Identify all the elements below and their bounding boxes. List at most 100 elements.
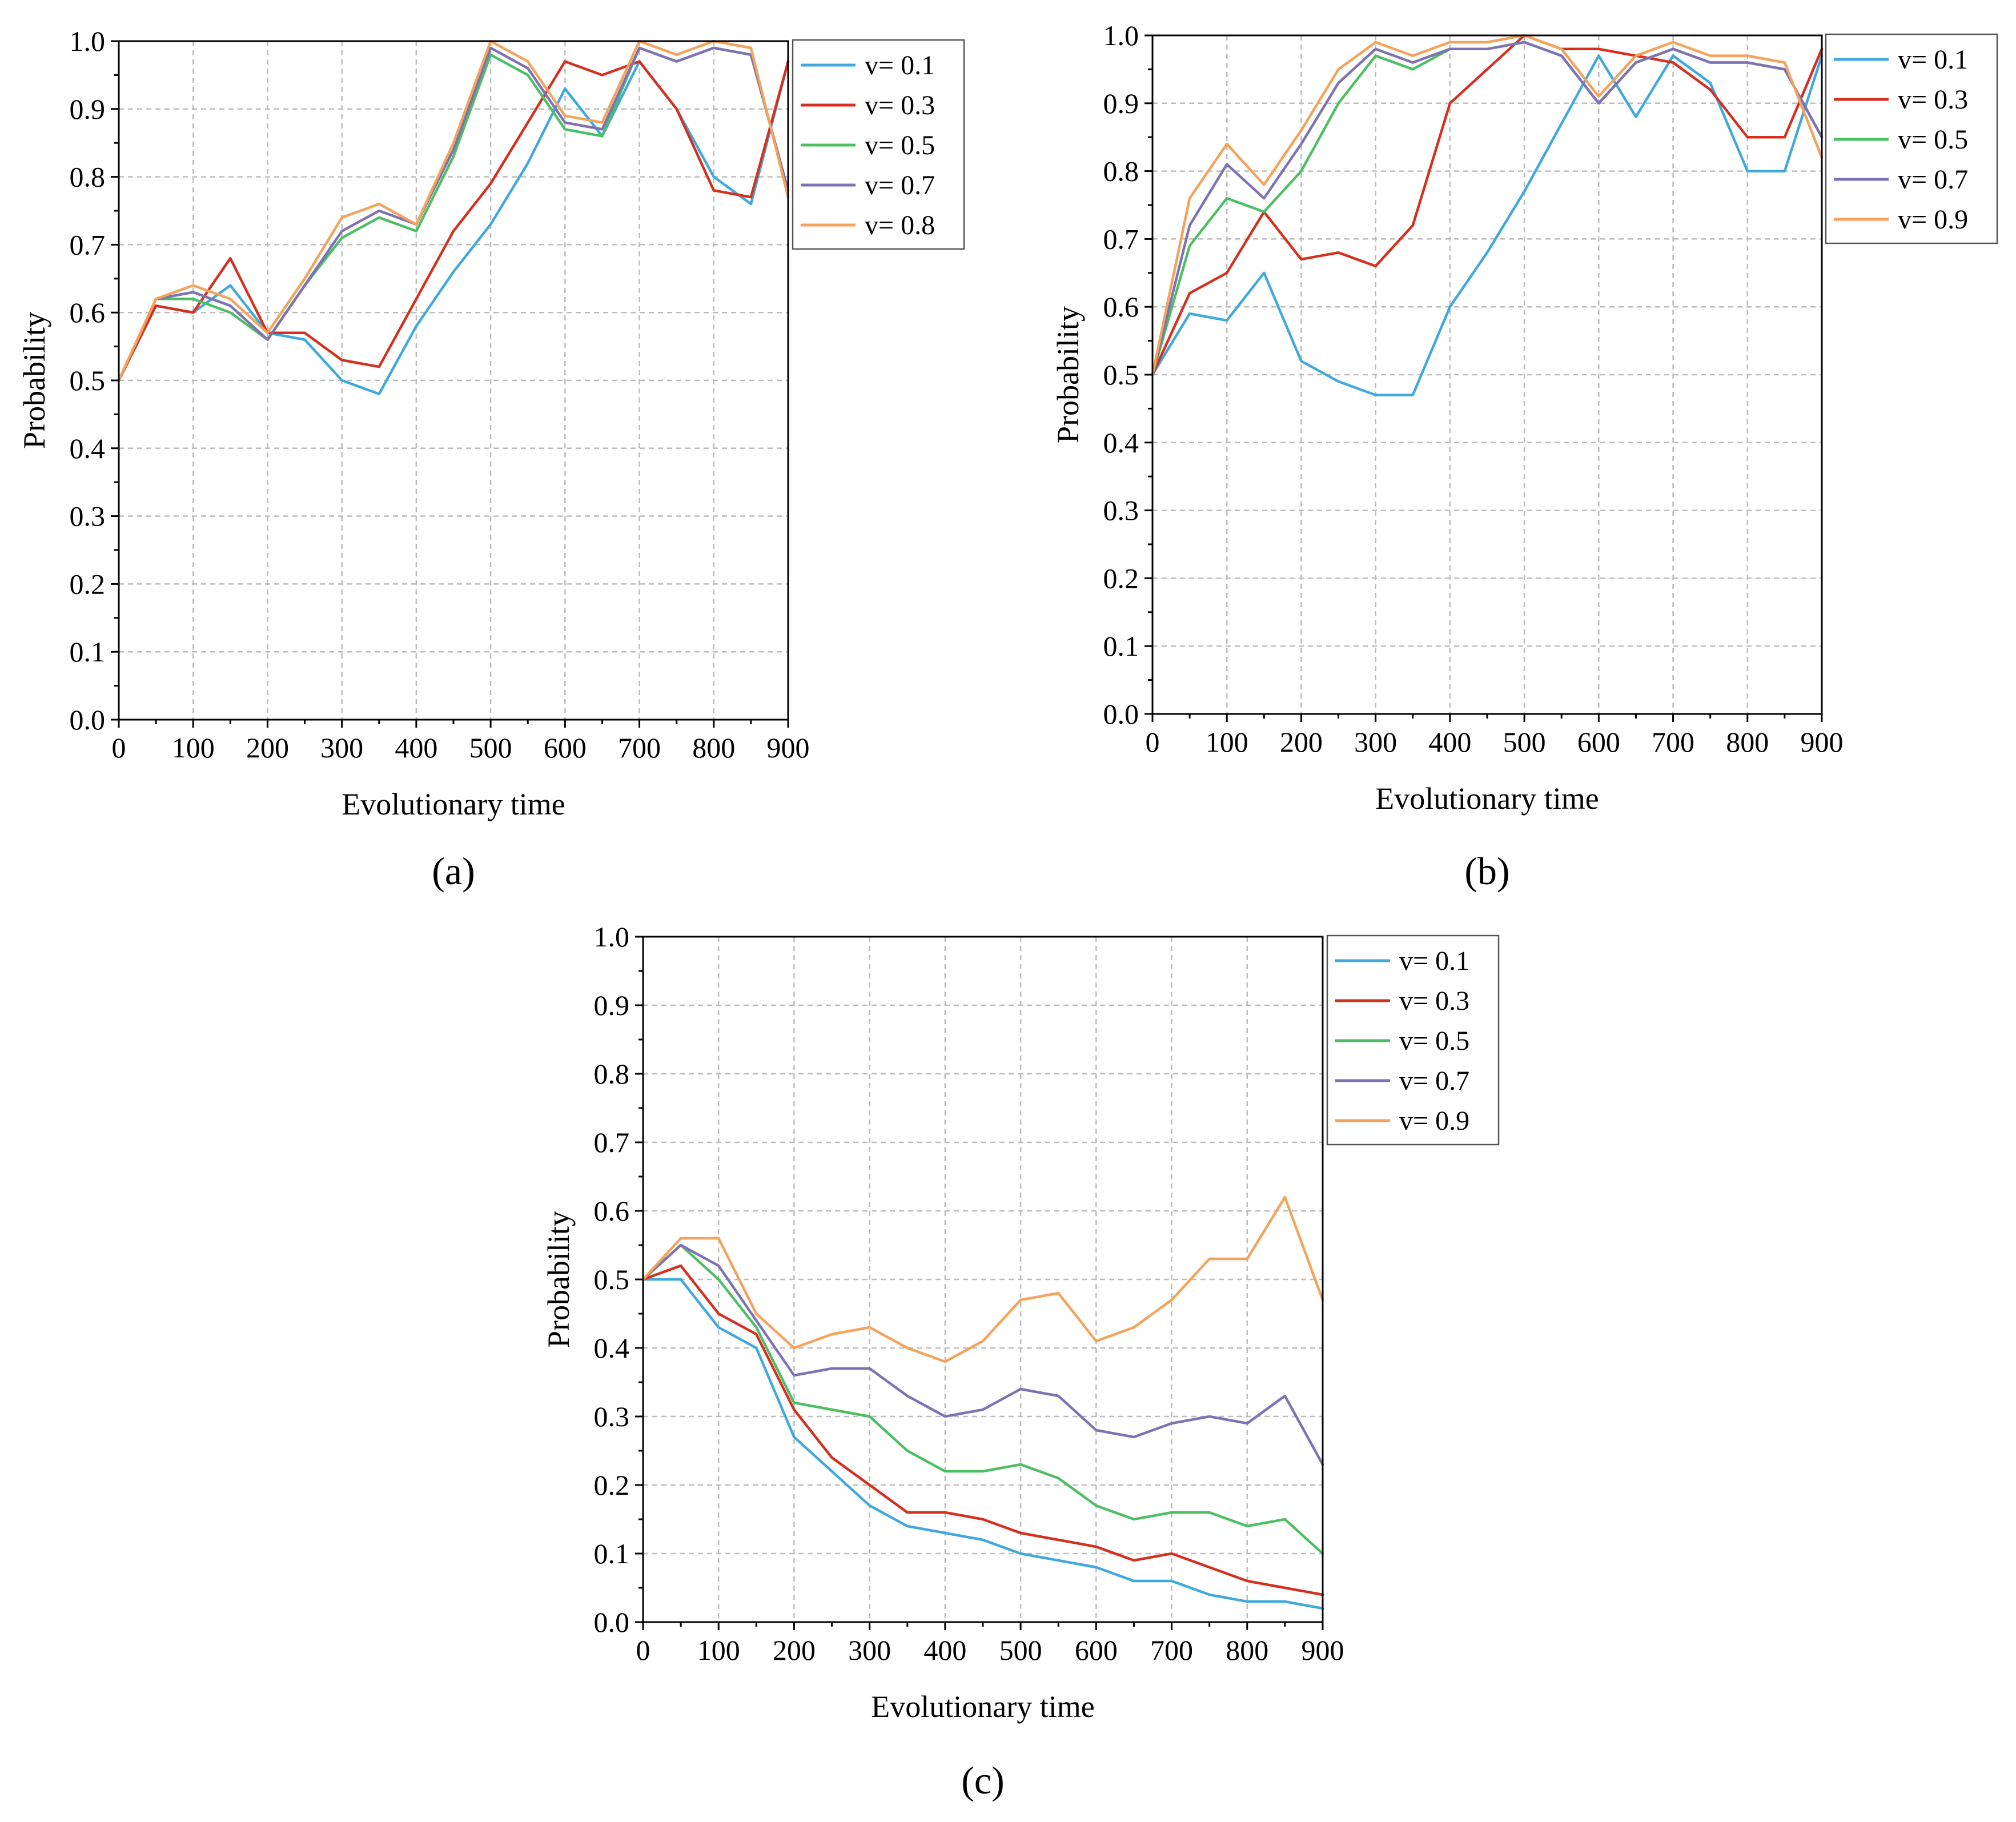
x-tick-label: 900 bbox=[767, 732, 810, 764]
y-tick-label: 0.1 bbox=[70, 636, 106, 668]
series-line-v0-3 bbox=[117, 60, 790, 382]
legend-label: v= 0.9 bbox=[1898, 204, 1968, 235]
series-line-v0-1 bbox=[1151, 54, 1824, 396]
y-tick-label: 0.0 bbox=[594, 1606, 630, 1638]
legend-label: v= 0.7 bbox=[865, 170, 935, 200]
y-tick-label: 0.5 bbox=[594, 1263, 630, 1295]
y-tick-label: 0.1 bbox=[1103, 630, 1139, 662]
y-tick-label: 1.0 bbox=[1103, 19, 1139, 51]
legend-label: v= 0.7 bbox=[1898, 164, 1968, 195]
chart-panel-a: 0.0 0.1 0.2 0.3 0.4 0.5 0.6 0.7 0.8 0.9 1.0 0 100 200… bbox=[17, 25, 965, 893]
legend-label: v= 0.3 bbox=[865, 90, 935, 121]
y-tick-label: 0.4 bbox=[1103, 427, 1139, 459]
legend: v= 0.1 v= 0.3 v= 0.5 v= 0.7 v= 0.9 bbox=[1326, 934, 1500, 1146]
y-axis-title: Probability bbox=[17, 312, 51, 449]
series-line-v0-5 bbox=[1151, 41, 1824, 376]
x-tick-label: 500 bbox=[999, 1634, 1042, 1666]
legend-label: v= 0.3 bbox=[1399, 986, 1469, 1016]
y-tick-label: 0.2 bbox=[594, 1469, 630, 1501]
series-line-v0-7 bbox=[1151, 41, 1824, 376]
x-tick-label: 300 bbox=[1354, 726, 1397, 758]
x-tick-label: 100 bbox=[697, 1634, 740, 1666]
legend-label: v= 0.3 bbox=[1898, 85, 1968, 115]
x-tick-label: 0 bbox=[112, 732, 126, 764]
x-tick-label: 600 bbox=[1577, 726, 1620, 758]
x-tick-label: 900 bbox=[1801, 726, 1844, 758]
x-tick-label: 200 bbox=[246, 732, 289, 764]
y-tick-label: 0.8 bbox=[70, 161, 106, 193]
y-tick-label: 0.3 bbox=[70, 500, 106, 532]
series-line-v0-3 bbox=[1151, 34, 1824, 376]
series-line-v0-5 bbox=[117, 46, 790, 382]
legend-label: v= 0.1 bbox=[865, 50, 935, 81]
y-tick-label: 0.7 bbox=[594, 1126, 630, 1158]
x-tick-label: 0 bbox=[1146, 726, 1160, 758]
panel-label: (b) bbox=[1464, 849, 1509, 893]
legend-label: v= 0.9 bbox=[1399, 1106, 1469, 1136]
x-axis-title: Evolutionary time bbox=[871, 1689, 1094, 1724]
y-tick-label: 1.0 bbox=[70, 25, 106, 57]
panel-label: (c) bbox=[961, 1759, 1004, 1802]
y-tick-label: 1.0 bbox=[594, 921, 630, 953]
y-tick-label: 0.3 bbox=[594, 1400, 630, 1432]
y-tick-label: 0.6 bbox=[70, 296, 106, 328]
x-tick-label: 900 bbox=[1302, 1634, 1344, 1666]
x-tick-label: 500 bbox=[469, 732, 512, 764]
y-axis-title: Probability bbox=[1051, 306, 1085, 443]
y-tick-label: 0.9 bbox=[70, 93, 106, 125]
x-tick-label: 700 bbox=[618, 732, 661, 764]
y-tick-label: 0.6 bbox=[594, 1195, 630, 1227]
series-group bbox=[117, 39, 790, 396]
x-axis-title: Evolutionary time bbox=[342, 787, 565, 821]
y-tick-label: 0.0 bbox=[1103, 698, 1139, 730]
x-tick-label: 700 bbox=[1150, 1634, 1193, 1666]
y-tick-label: 0.8 bbox=[594, 1058, 630, 1090]
x-tick-label: 400 bbox=[923, 1634, 966, 1666]
x-tick-label: 100 bbox=[172, 732, 215, 764]
series-line-v0-8 bbox=[117, 39, 790, 382]
series-line-v0-7 bbox=[117, 46, 790, 382]
legend-label: v= 0.8 bbox=[865, 210, 935, 240]
x-tick-label: 400 bbox=[395, 732, 437, 764]
legend-label: v= 0.1 bbox=[1898, 45, 1968, 75]
y-tick-label: 0.9 bbox=[1103, 87, 1139, 119]
x-tick-label: 600 bbox=[1075, 1634, 1118, 1666]
legend-label: v= 0.7 bbox=[1399, 1066, 1469, 1096]
x-tick-label: 800 bbox=[1726, 726, 1769, 758]
series-line-v0-9 bbox=[1151, 34, 1824, 376]
series-line-v0-1 bbox=[117, 60, 790, 396]
x-tick-label: 800 bbox=[1226, 1634, 1268, 1666]
y-tick-label: 0.3 bbox=[1103, 495, 1139, 527]
x-tick-label: 300 bbox=[848, 1634, 891, 1666]
y-tick-label: 0.5 bbox=[70, 364, 106, 396]
panel-label: (a) bbox=[432, 849, 475, 893]
x-tick-label: 500 bbox=[1503, 726, 1546, 758]
series-group bbox=[1151, 34, 1824, 396]
chart-panel-b: 0.0 0.1 0.2 0.3 0.4 0.5 0.6 0.7 0.8 0.9 1.0 0 100 200… bbox=[1051, 19, 1998, 893]
legend-label: v= 0.5 bbox=[1898, 125, 1968, 155]
legend-label: v= 0.5 bbox=[865, 130, 935, 160]
series-group bbox=[641, 1195, 1324, 1610]
series-line-v0-5 bbox=[641, 1243, 1324, 1555]
series-line-v0-1 bbox=[641, 1278, 1324, 1610]
y-tick-label: 0.2 bbox=[1103, 562, 1139, 594]
y-tick-label: 0.5 bbox=[1103, 359, 1139, 391]
series-line-v0-7 bbox=[641, 1243, 1324, 1466]
x-tick-label: 400 bbox=[1428, 726, 1471, 758]
chart-panel-c: 0.0 0.1 0.2 0.3 0.4 0.5 0.6 0.7 0.8 0.9 1.0 0 100 200… bbox=[541, 921, 1500, 1802]
y-tick-label: 0.7 bbox=[70, 228, 106, 260]
y-tick-label: 0.4 bbox=[70, 432, 106, 464]
series-line-v0-3 bbox=[641, 1264, 1324, 1596]
y-tick-label: 0.4 bbox=[594, 1332, 630, 1364]
x-tick-label: 100 bbox=[1206, 726, 1248, 758]
legend: v= 0.1 v= 0.3 v= 0.5 v= 0.7 v= 0.8 bbox=[792, 39, 965, 250]
x-tick-label: 0 bbox=[636, 1634, 650, 1666]
y-tick-label: 0.2 bbox=[70, 568, 106, 600]
x-tick-label: 200 bbox=[1280, 726, 1323, 758]
y-tick-label: 0.8 bbox=[1103, 155, 1139, 187]
x-tick-label: 200 bbox=[773, 1634, 816, 1666]
legend-label: v= 0.1 bbox=[1399, 946, 1469, 976]
x-tick-label: 800 bbox=[692, 732, 735, 764]
x-tick-label: 700 bbox=[1652, 726, 1694, 758]
